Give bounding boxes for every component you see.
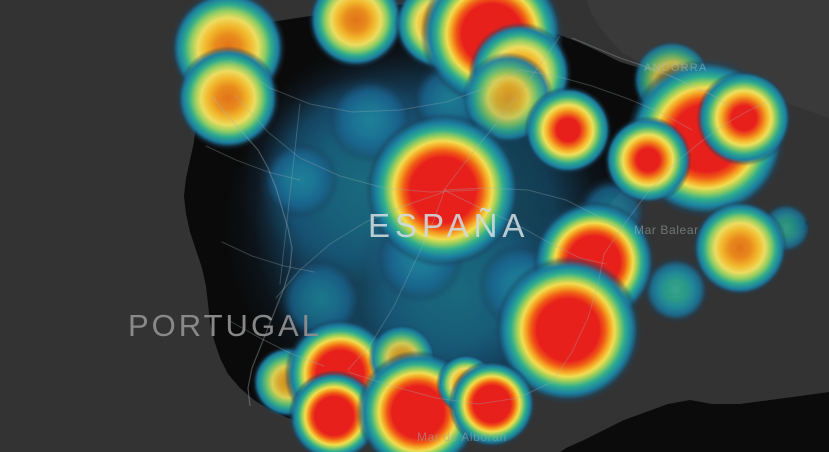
sea-background [0, 0, 829, 452]
heatmap-map-canvas[interactable]: ESPAÑA PORTUGAL ANDORRA Mar Balear Mar d… [0, 0, 829, 452]
